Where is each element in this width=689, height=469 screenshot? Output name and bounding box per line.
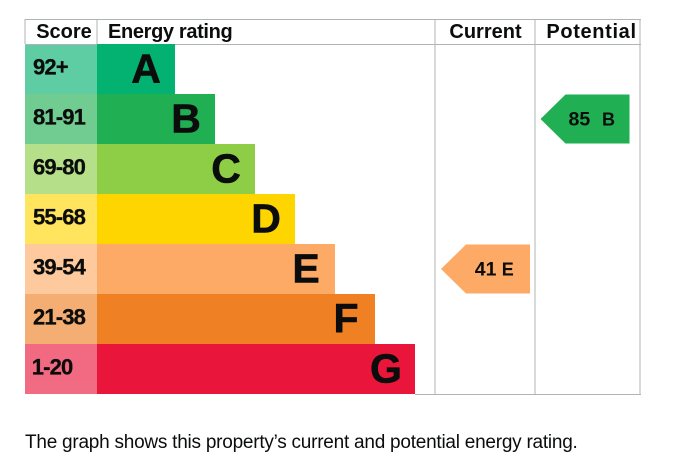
svg-text:G: G	[370, 346, 402, 392]
svg-text:Potential: Potential	[546, 21, 636, 43]
svg-text:55-68: 55-68	[33, 204, 86, 229]
svg-text:85: 85	[569, 108, 591, 130]
svg-text:81-91: 81-91	[33, 104, 86, 129]
svg-text:B: B	[602, 109, 615, 129]
svg-text:21-38: 21-38	[33, 304, 86, 329]
svg-text:Score: Score	[36, 21, 92, 43]
svg-text:E: E	[292, 246, 319, 292]
svg-text:D: D	[251, 196, 281, 242]
svg-text:A: A	[131, 46, 161, 92]
svg-text:92+: 92+	[33, 54, 68, 79]
svg-text:Energy rating: Energy rating	[108, 21, 232, 43]
svg-text:41: 41	[475, 258, 497, 280]
svg-text:39-54: 39-54	[33, 254, 87, 279]
svg-text:Current: Current	[449, 21, 522, 43]
svg-text:B: B	[171, 96, 201, 142]
svg-text:C: C	[211, 146, 241, 192]
svg-text:69-80: 69-80	[33, 154, 86, 179]
svg-text:1-20: 1-20	[32, 354, 73, 379]
svg-text:F: F	[333, 296, 358, 342]
svg-text:E: E	[502, 259, 514, 279]
